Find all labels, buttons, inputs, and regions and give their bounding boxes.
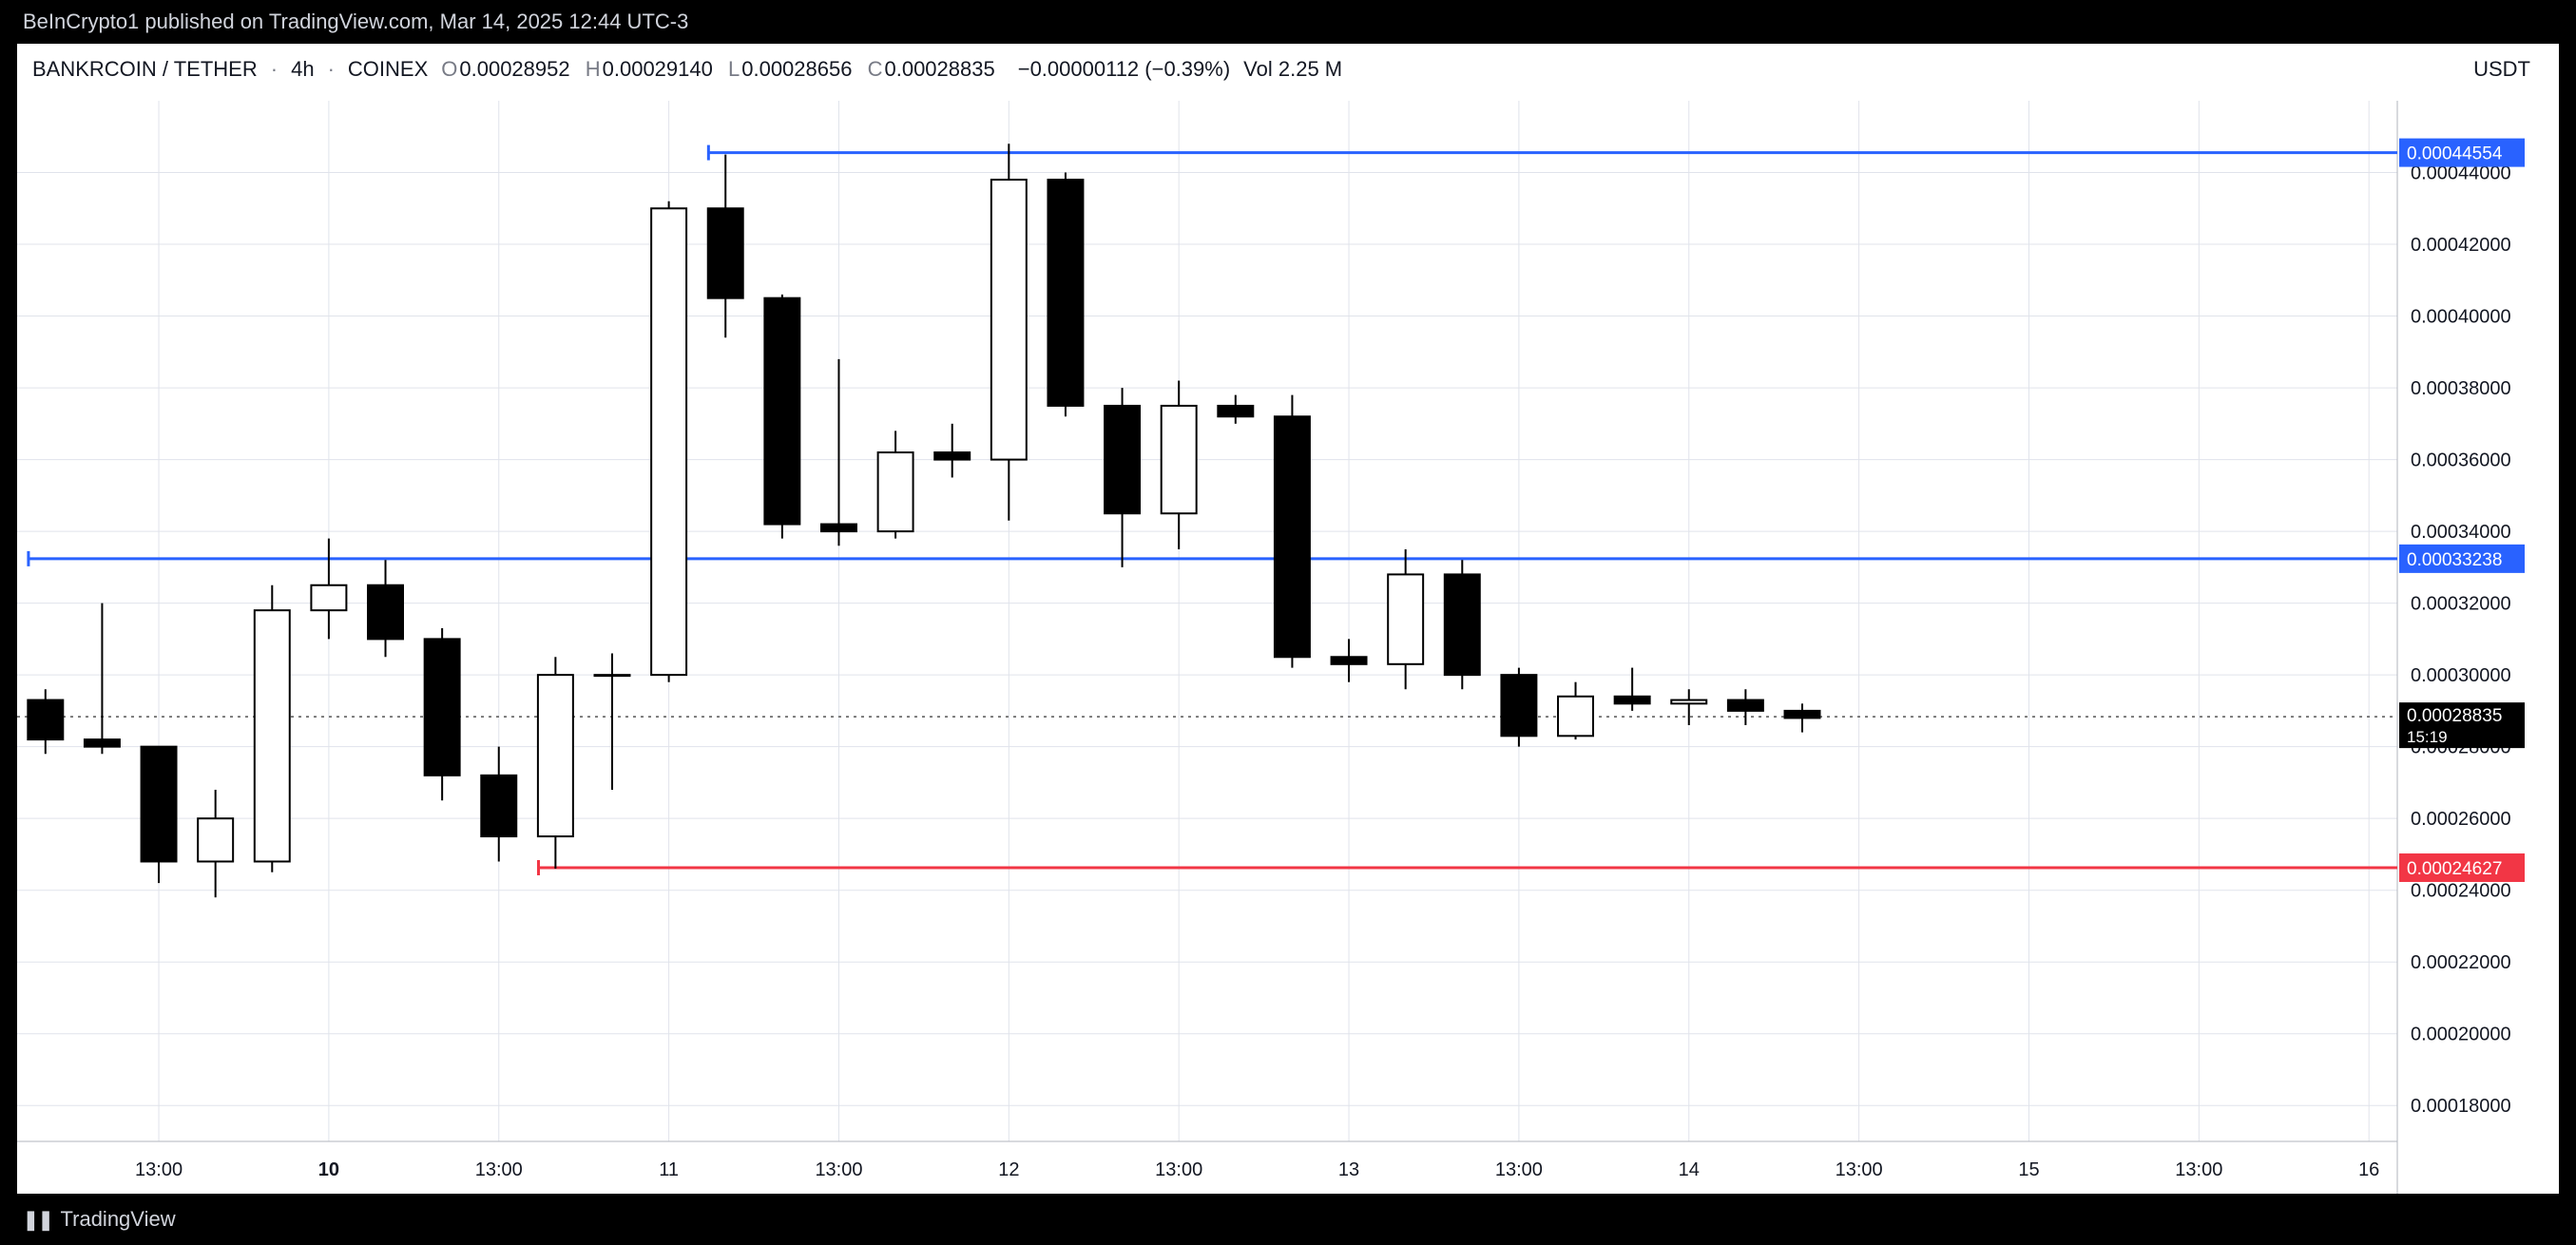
svg-text:13:00: 13:00 [475, 1159, 523, 1180]
chart-plot[interactable]: 0.00018000 0.00020000 0.00022000 0.00024000… [17, 101, 2559, 1194]
svg-text:0.00032000: 0.00032000 [2411, 594, 2511, 615]
svg-text:0.00040000: 0.00040000 [2411, 307, 2511, 328]
tradingview-logo-icon: ❚❚ [23, 1208, 53, 1232]
svg-text:14: 14 [1679, 1159, 1700, 1180]
svg-text:0.00018000: 0.00018000 [2411, 1096, 2511, 1117]
footer-bar: ❚❚ TradingView [0, 1194, 2576, 1245]
svg-text:13:00: 13:00 [1836, 1159, 1883, 1180]
chart-legend: BANKRCOIN / TETHER · 4h · COINEX O0.0002… [17, 44, 2445, 87]
svg-text:0.00034000: 0.00034000 [2411, 522, 2511, 543]
svg-text:0.00042000: 0.00042000 [2411, 235, 2511, 256]
svg-text:13:00: 13:00 [815, 1159, 862, 1180]
svg-text:13:00: 13:00 [1155, 1159, 1202, 1180]
interval[interactable]: 4h [291, 57, 314, 82]
svg-text:11: 11 [659, 1159, 679, 1180]
attribution-text: BeInCrypto1 published on TradingView.com… [23, 10, 688, 33]
svg-text:0.00026000: 0.00026000 [2411, 809, 2511, 830]
exchange[interactable]: COINEX [348, 57, 428, 82]
tradingview-brand[interactable]: TradingView [61, 1207, 176, 1232]
attribution-bar: BeInCrypto1 published on TradingView.com… [0, 0, 2576, 44]
symbol[interactable]: BANKRCOIN / TETHER [32, 57, 258, 82]
change-value: −0.00000112 (−0.39%) [1018, 57, 1230, 82]
svg-text:16: 16 [2358, 1159, 2379, 1180]
close-value: 0.00028835 [884, 57, 994, 81]
svg-text:0.00024627: 0.00024627 [2407, 859, 2502, 879]
svg-text:0.00033238: 0.00033238 [2407, 550, 2502, 570]
svg-text:0.00020000: 0.00020000 [2411, 1025, 2511, 1045]
svg-text:13:00: 13:00 [2175, 1159, 2222, 1180]
svg-text:13: 13 [1338, 1159, 1359, 1180]
svg-text:13:00: 13:00 [135, 1159, 183, 1180]
svg-text:0.00044554: 0.00044554 [2407, 144, 2503, 164]
svg-text:0.00036000: 0.00036000 [2411, 450, 2511, 471]
svg-text:0.00022000: 0.00022000 [2411, 952, 2511, 973]
quote-currency: USDT [2473, 57, 2530, 82]
svg-text:0.00038000: 0.00038000 [2411, 378, 2511, 399]
svg-text:12: 12 [998, 1159, 1019, 1180]
chart-frame: BANKRCOIN / TETHER · 4h · COINEX O0.0002… [17, 44, 2559, 1194]
svg-text:15:19: 15:19 [2407, 728, 2448, 746]
svg-text:15: 15 [2018, 1159, 2039, 1180]
open-value: 0.00028952 [459, 57, 569, 81]
svg-text:0.00028835: 0.00028835 [2407, 706, 2502, 726]
svg-text:10: 10 [318, 1159, 339, 1180]
svg-text:0.00024000: 0.00024000 [2411, 881, 2511, 902]
low-value: 0.00028656 [741, 57, 852, 81]
svg-text:0.00030000: 0.00030000 [2411, 665, 2511, 686]
volume-label: Vol 2.25 M [1243, 57, 1342, 82]
svg-text:13:00: 13:00 [1495, 1159, 1543, 1180]
ohlc-values: O0.00028952 H0.00029140 L0.00028656 C0.0… [441, 57, 1004, 82]
high-value: 0.00029140 [603, 57, 713, 81]
